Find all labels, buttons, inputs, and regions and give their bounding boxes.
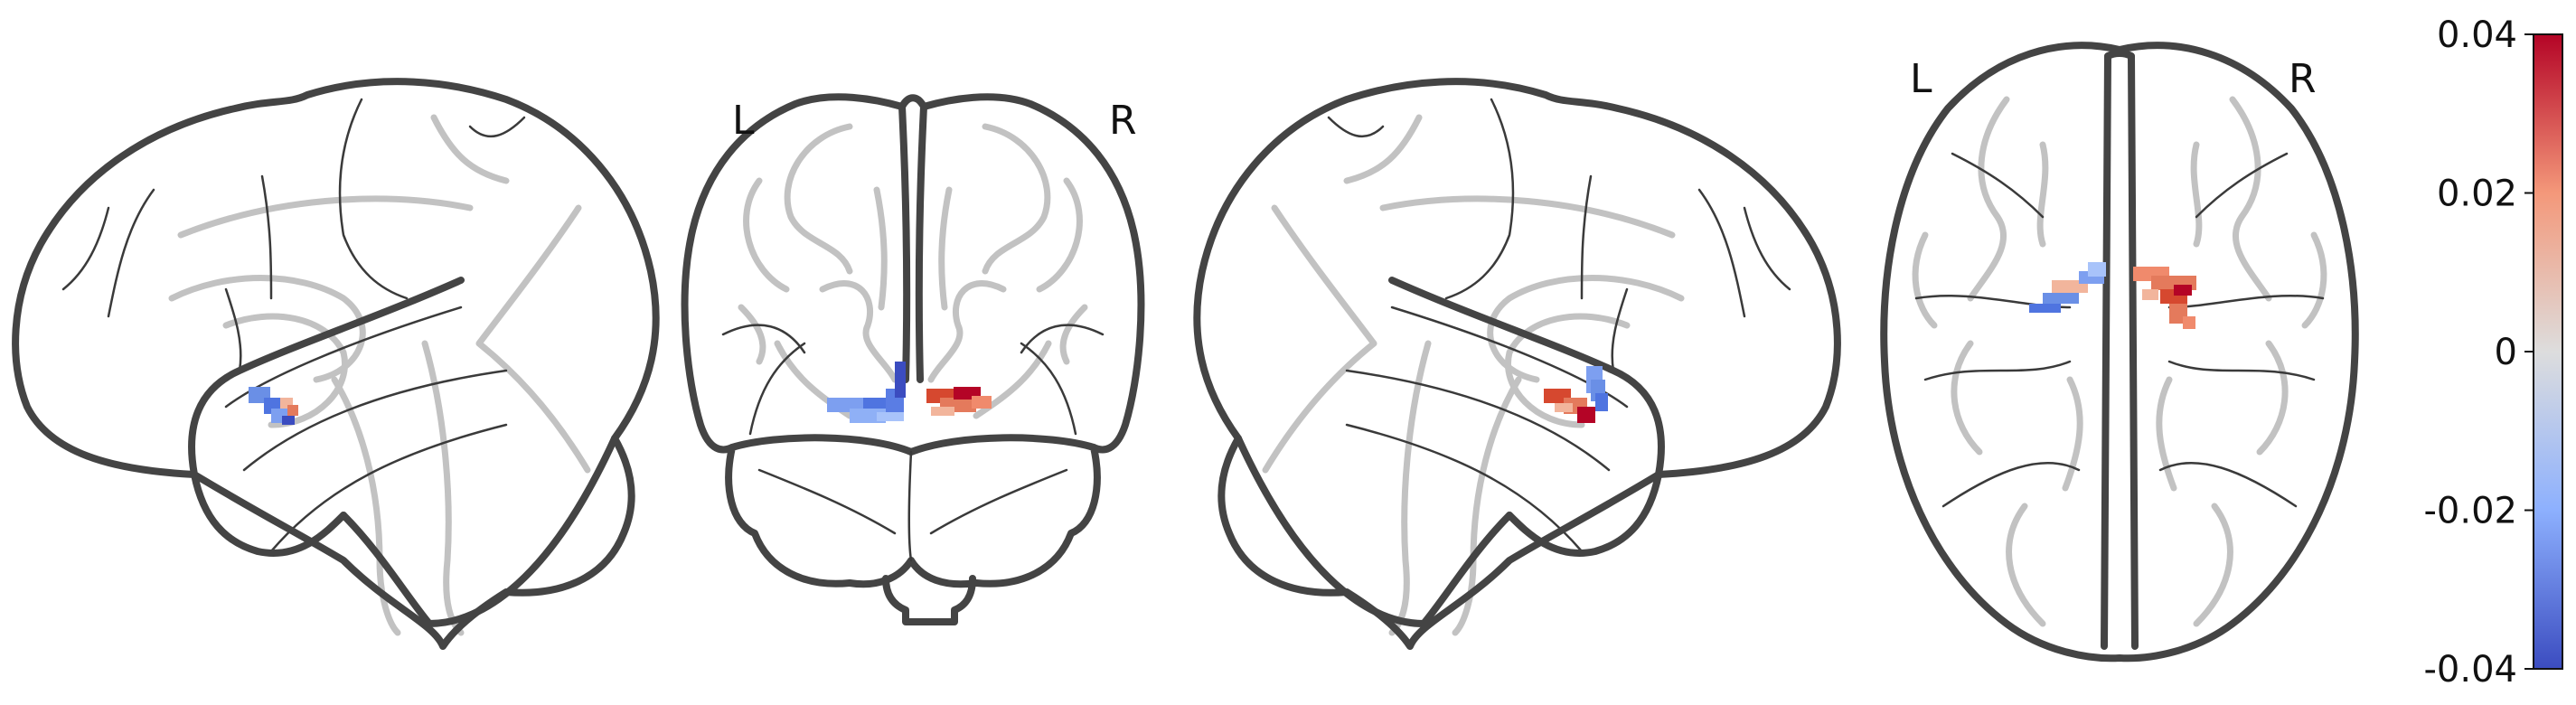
orientation-label-right: R — [1109, 98, 1137, 144]
inner-structures — [1912, 96, 2327, 627]
coronal-view: L R — [681, 93, 1145, 625]
sagittal-left-view — [12, 78, 660, 650]
sagittal-right-view — [1193, 78, 1841, 650]
inner-structures — [1262, 114, 1685, 636]
brain-outline — [1193, 78, 1841, 650]
colorbar-ticks: 0.04 0.02 0 -0.02 -0.04 — [2424, 14, 2534, 691]
colorbar-gradient — [2533, 33, 2563, 670]
orientation-label-left: L — [1910, 56, 1932, 102]
activation-blobs — [827, 362, 992, 423]
orientation-label-right: R — [2289, 56, 2317, 102]
activation-blobs — [1544, 366, 1608, 423]
brain-outline — [12, 78, 660, 650]
colorbar-tick-label: 0.04 — [2437, 14, 2517, 56]
sulci-lines — [1327, 98, 1791, 553]
temporal-lobe-outline — [188, 277, 465, 478]
brainstem-outline — [882, 575, 976, 625]
temporal-lobe-outline — [1388, 277, 1665, 478]
temporal-lower-outline — [191, 471, 347, 557]
sulci-lines — [61, 98, 526, 553]
cerebellum-outline — [340, 435, 618, 627]
colorbar-tick-label: 0.02 — [2437, 174, 2517, 215]
inner-structures — [738, 123, 1088, 419]
colorbar: 0.04 0.02 0 -0.02 -0.04 — [2424, 14, 2563, 691]
activation-blobs — [249, 387, 298, 425]
cerebellum-outline — [725, 434, 1101, 588]
axial-view: L R — [1880, 42, 2359, 663]
sulci-lines — [1914, 152, 2325, 508]
midline-fissure — [898, 94, 927, 383]
midline-fissure — [2101, 50, 2139, 650]
orientation-labels: L R — [732, 98, 1137, 144]
temporal-lower-outline — [1506, 471, 1662, 557]
colorbar-tick-label: -0.04 — [2424, 649, 2518, 691]
activation-blobs — [2029, 262, 2196, 329]
orientation-labels: L R — [1910, 56, 2317, 102]
brain-outline — [1880, 42, 2359, 663]
brain-outline-right — [920, 93, 1145, 454]
cerebellum-outline — [1235, 435, 1513, 627]
brain-outline-left — [681, 93, 906, 454]
sulci-lines — [721, 324, 1105, 535]
colorbar-tick-label: -0.02 — [2424, 491, 2518, 532]
colorbar-tick-label: 0 — [2495, 332, 2517, 373]
inner-structures — [168, 114, 591, 636]
orientation-label-left: L — [732, 98, 755, 144]
